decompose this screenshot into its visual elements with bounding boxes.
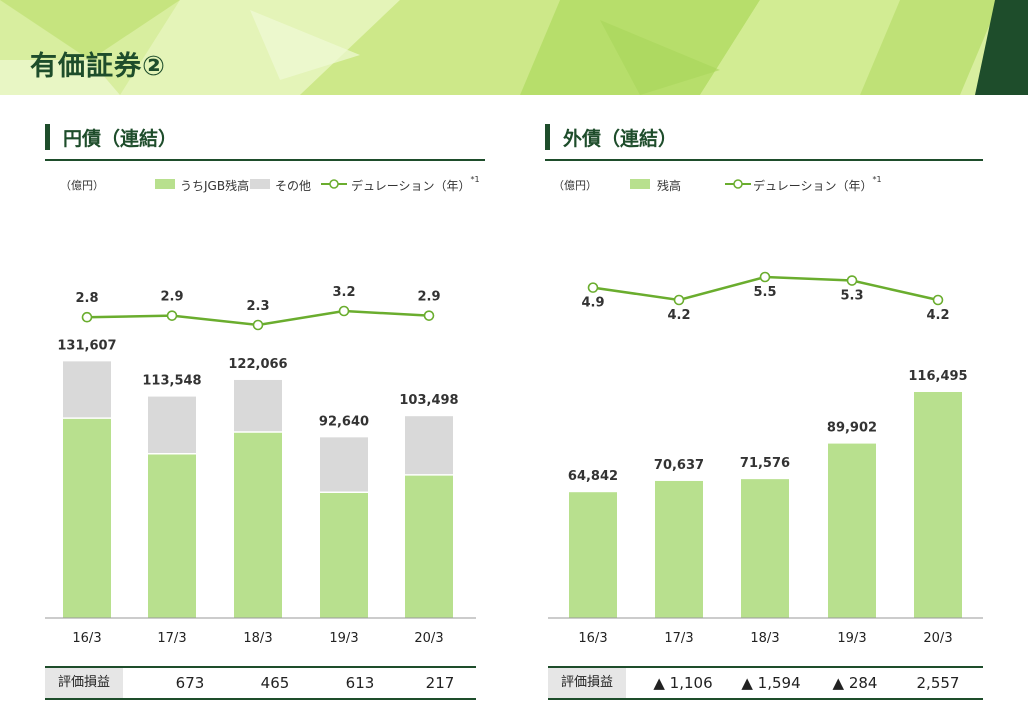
duration-point (81, 311, 93, 323)
duration-point (759, 271, 771, 283)
header-banner: 有価証券② (0, 0, 1028, 95)
x-tick-label: 17/3 (157, 631, 186, 646)
legend-label-duration: デュレーション（年）*1 (753, 175, 882, 193)
bar-main-18/3 (234, 431, 282, 618)
bar-total-label: 113,548 (142, 374, 201, 389)
bar-total-label: 92,640 (319, 414, 369, 429)
x-tick-label: 16/3 (578, 631, 607, 646)
duration-label: 4.9 (581, 296, 604, 311)
section-header-yen-bonds: 円債（連結） (45, 121, 485, 161)
eval-row-foreign-bonds: 評価損益 ▲ 1,106 ▲ 1,594 ▲ 284 2,557 (548, 666, 983, 700)
bar-main-16/3 (63, 418, 111, 618)
duration-point (846, 275, 858, 286)
eval-value: ▲ 284 (832, 674, 878, 692)
bar-total-label: 89,902 (827, 421, 877, 436)
bar-total-label: 71,576 (740, 456, 790, 471)
duration-point (673, 294, 685, 306)
bar-other-19/3 (320, 437, 368, 493)
x-tick-label: 20/3 (414, 631, 443, 646)
bar-total-label: 64,842 (568, 469, 618, 484)
x-tick-label: 19/3 (329, 631, 358, 646)
bar-other-18/3 (234, 379, 282, 432)
bar-total-label: 116,495 (908, 369, 967, 384)
duration-point (166, 310, 178, 321)
duration-point (423, 310, 435, 321)
bar-main-17/3 (148, 453, 196, 618)
duration-label: 5.5 (753, 285, 776, 300)
duration-label: 4.2 (667, 308, 690, 323)
legend-swatch-other (250, 179, 270, 189)
section-title-foreign-bonds: 外債（連結） (563, 128, 678, 150)
legend-label-other: その他 (275, 179, 312, 193)
bar-main-19/3 (320, 492, 368, 618)
eval-value: 465 (260, 674, 290, 692)
x-tick-label: 19/3 (837, 631, 866, 646)
bar-other-20/3 (405, 416, 453, 475)
x-tick-label: 20/3 (923, 631, 952, 646)
bar-total-label: 70,637 (654, 458, 704, 473)
legend-foreign-bonds: （億円） 残高 デュレーション（年）*1 (545, 175, 983, 195)
section-header-foreign-bonds: 外債（連結） (545, 121, 983, 161)
chart-yen-bonds: 131,607 16/3 113,548 17/3 122,066 18/3 92,640 1… (45, 230, 485, 659)
legend-line-swatch (321, 179, 347, 189)
eval-value: 673 (175, 674, 205, 692)
bar-main-16/3 (569, 492, 617, 618)
page-title: 有価証券② (30, 51, 166, 82)
bar-other-16/3 (63, 361, 111, 419)
eval-value: 613 (345, 674, 375, 692)
unit-label: （億円） (60, 179, 104, 192)
duration-label: 2.9 (417, 290, 440, 305)
bar-total-label: 122,066 (228, 357, 287, 372)
chart-foreign-bonds: 64,842 16/3 70,637 17/3 71,576 18/3 89,902 19/3… (545, 230, 985, 659)
duration-label: 2.3 (246, 299, 269, 314)
x-tick-label: 17/3 (664, 631, 693, 646)
legend-yen-bonds: （億円） うちJGB残高 その他 デュレーション（年）*1 (45, 175, 485, 195)
bar-main-20/3 (914, 391, 962, 618)
legend-label-jgb: うちJGB残高 (180, 179, 250, 193)
duration-point (587, 282, 599, 293)
legend-swatch-jgb (155, 179, 175, 189)
section-marker (545, 124, 550, 150)
duration-label: 3.2 (332, 285, 355, 300)
duration-label: 5.3 (840, 289, 863, 304)
bar-main-19/3 (828, 443, 876, 618)
legend-line-swatch (725, 179, 751, 189)
header-background (0, 0, 1028, 95)
bar-other-17/3 (148, 396, 196, 454)
eval-value: ▲ 1,106 (653, 674, 713, 692)
x-tick-label: 16/3 (72, 631, 101, 646)
section-marker (45, 124, 50, 150)
legend-label-duration: デュレーション（年）*1 (351, 175, 480, 193)
eval-label: 評価損益 (548, 668, 626, 698)
duration-label: 2.8 (75, 291, 98, 306)
duration-point (932, 294, 944, 306)
legend-swatch-balance (630, 179, 650, 189)
eval-label: 評価損益 (45, 668, 123, 698)
section-title-yen-bonds: 円債（連結） (63, 128, 178, 150)
duration-point (338, 305, 350, 317)
duration-label: 2.9 (160, 290, 183, 305)
x-tick-label: 18/3 (243, 631, 272, 646)
x-tick-label: 18/3 (750, 631, 779, 646)
bar-main-17/3 (655, 480, 703, 618)
bar-total-label: 103,498 (399, 393, 458, 408)
eval-value: 217 (425, 674, 455, 692)
duration-label: 4.2 (926, 308, 949, 323)
legend-label-balance: 残高 (657, 179, 682, 193)
unit-label: （億円） (553, 179, 597, 192)
eval-value: 2,557 (916, 674, 960, 692)
bar-total-label: 131,607 (57, 338, 116, 353)
eval-value: ▲ 1,594 (741, 674, 801, 692)
duration-point (252, 319, 264, 331)
eval-row-yen-bonds: 評価損益 673 465 613 217 (45, 666, 476, 700)
bar-main-20/3 (405, 474, 453, 618)
bar-main-18/3 (741, 479, 789, 618)
